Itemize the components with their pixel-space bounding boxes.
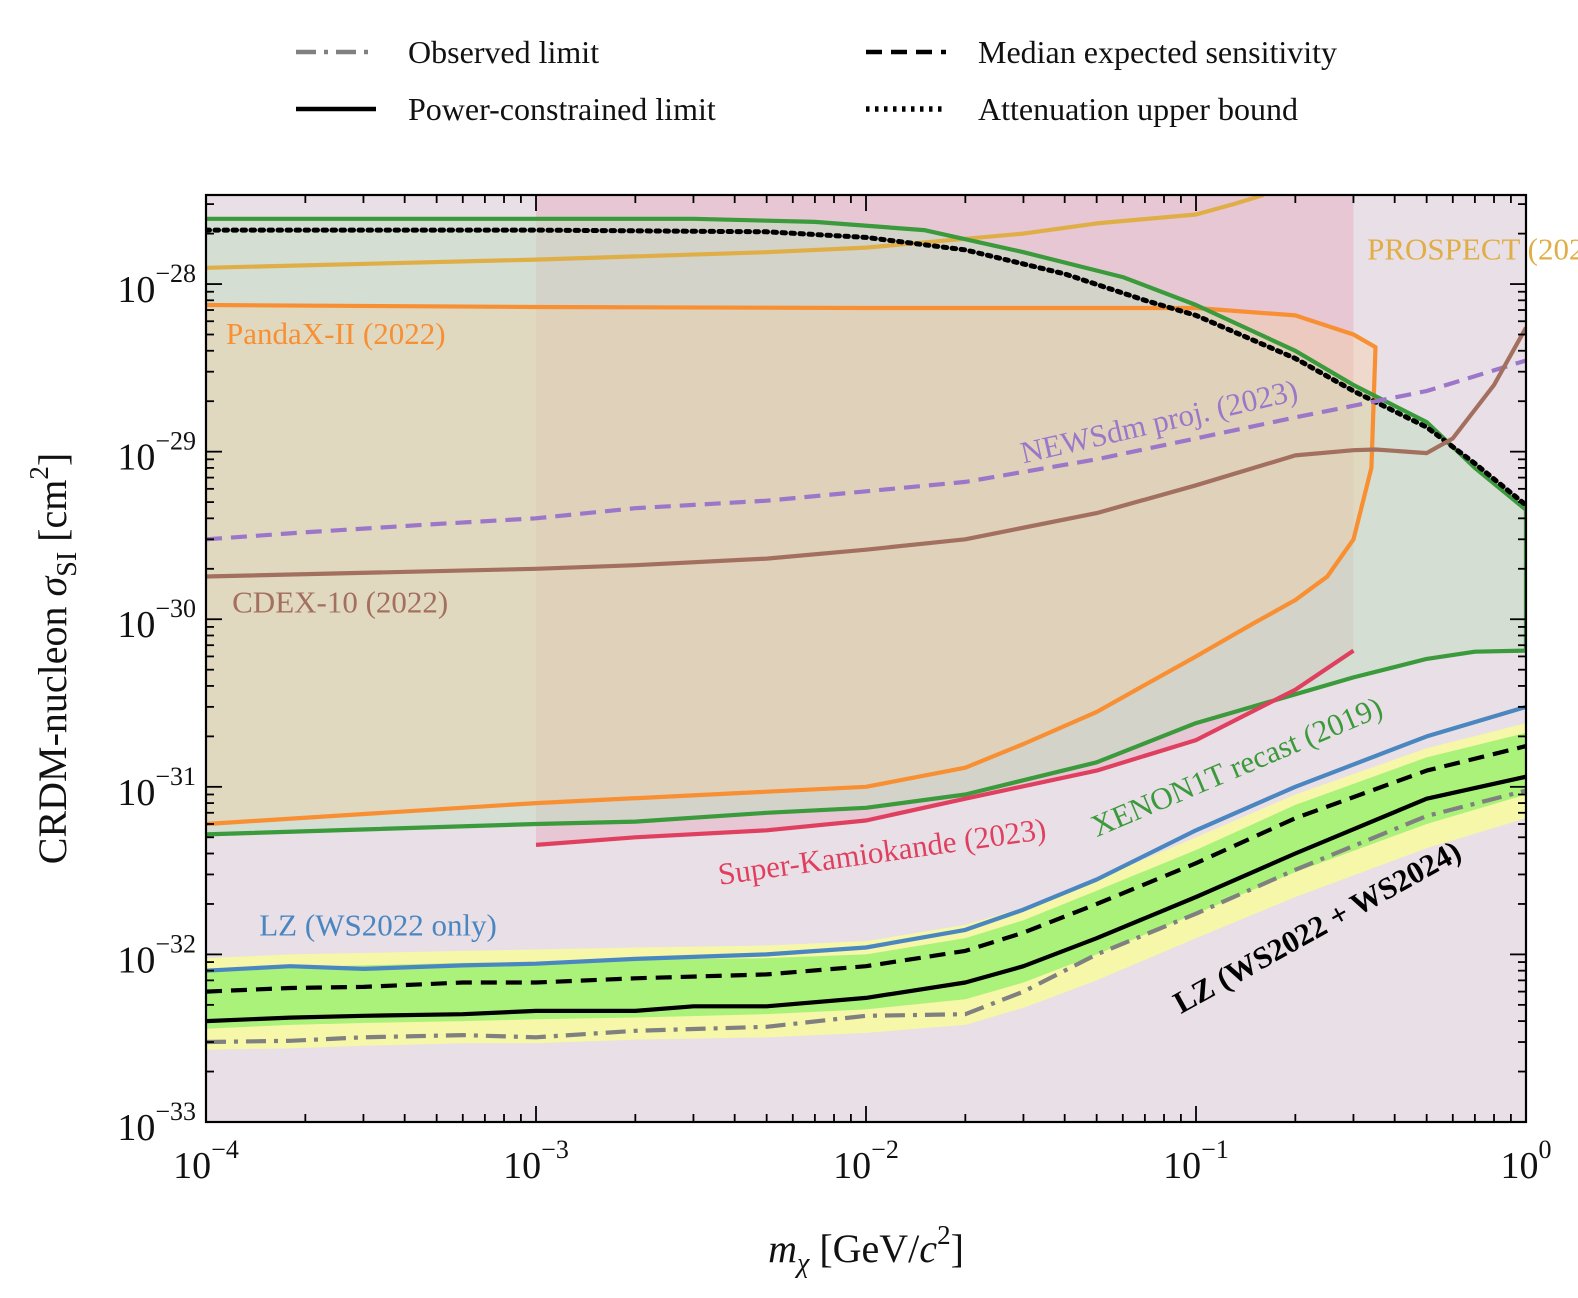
legend-label-power-constrained-limit: Power-constrained limit bbox=[408, 91, 716, 127]
series-attenuation-upper-bound bbox=[206, 227, 1526, 508]
annotation-prospect-2021: PROSPECT (2021) bbox=[1367, 232, 1578, 267]
y-tick-label: 10−33 bbox=[117, 1097, 196, 1149]
y-tick-label: 10−32 bbox=[117, 929, 196, 981]
sensitivity-bands bbox=[206, 723, 1526, 1050]
series-pandax-ii-2022 bbox=[206, 302, 1378, 827]
x-tick-label: 10−1 bbox=[1163, 1135, 1229, 1187]
x-tick-label: 10−4 bbox=[173, 1135, 239, 1187]
x-tick-label: 10−2 bbox=[833, 1135, 899, 1187]
series-median-expected-sensitivity bbox=[206, 744, 1526, 994]
series-xenon1t-recast-2019 bbox=[206, 216, 1526, 837]
plot-area bbox=[206, 195, 1526, 1122]
region-pandax-region bbox=[206, 305, 1376, 825]
legend-label-observed-limit: Observed limit bbox=[408, 34, 599, 70]
series-cdex-10-2022 bbox=[206, 326, 1526, 579]
y-tick-label: 10−28 bbox=[117, 259, 196, 311]
y-tick-label: 10−30 bbox=[117, 594, 196, 646]
y-axis-title: CRDM-nucleon σSI [cm2] bbox=[24, 453, 83, 864]
series-super-kamiokande-2023 bbox=[535, 648, 1355, 847]
x-tick-label: 10−3 bbox=[503, 1135, 569, 1187]
annotation-lz-ws2022-only: LZ (WS2022 only) bbox=[259, 907, 497, 942]
region-xenon1t-region bbox=[206, 218, 1526, 835]
series-power-constrained-limit bbox=[206, 774, 1526, 1024]
annotation-pandax-ii-2022: PandaX-II (2022) bbox=[226, 316, 446, 351]
annotation-cdex-10-2022: CDEX-10 (2022) bbox=[232, 584, 448, 619]
legend: Observed limit Median expected sensitivit… bbox=[296, 34, 1337, 127]
series-prospect-2021 bbox=[206, 195, 1265, 270]
y-tick-label: 10−29 bbox=[117, 427, 196, 479]
legend-label-median-expected-sensitivity: Median expected sensitivity bbox=[978, 34, 1337, 70]
series-observed-limit bbox=[206, 788, 1526, 1045]
1-sigma-sensitivity-band bbox=[206, 732, 1526, 1029]
x-axis-title: mχ [GeV/c2] bbox=[768, 1220, 964, 1279]
series-newsdm-proj-2023 bbox=[206, 358, 1526, 542]
axis-ticks: 10−4 10−3 10−2 10−1 100 10−33 10−32 10−31 10−30 1… bbox=[117, 195, 1552, 1187]
series-lz-ws2022-only bbox=[206, 704, 1526, 973]
axis-titles: mχ [GeV/c2] CRDM-nucleon σSI [cm2] bbox=[24, 453, 964, 1279]
x-tick-label: 100 bbox=[1501, 1135, 1552, 1187]
y-tick-label: 10−31 bbox=[117, 762, 196, 814]
series-lines bbox=[206, 195, 1526, 1045]
legend-label-attenuation-upper-bound: Attenuation upper bound bbox=[978, 91, 1298, 127]
